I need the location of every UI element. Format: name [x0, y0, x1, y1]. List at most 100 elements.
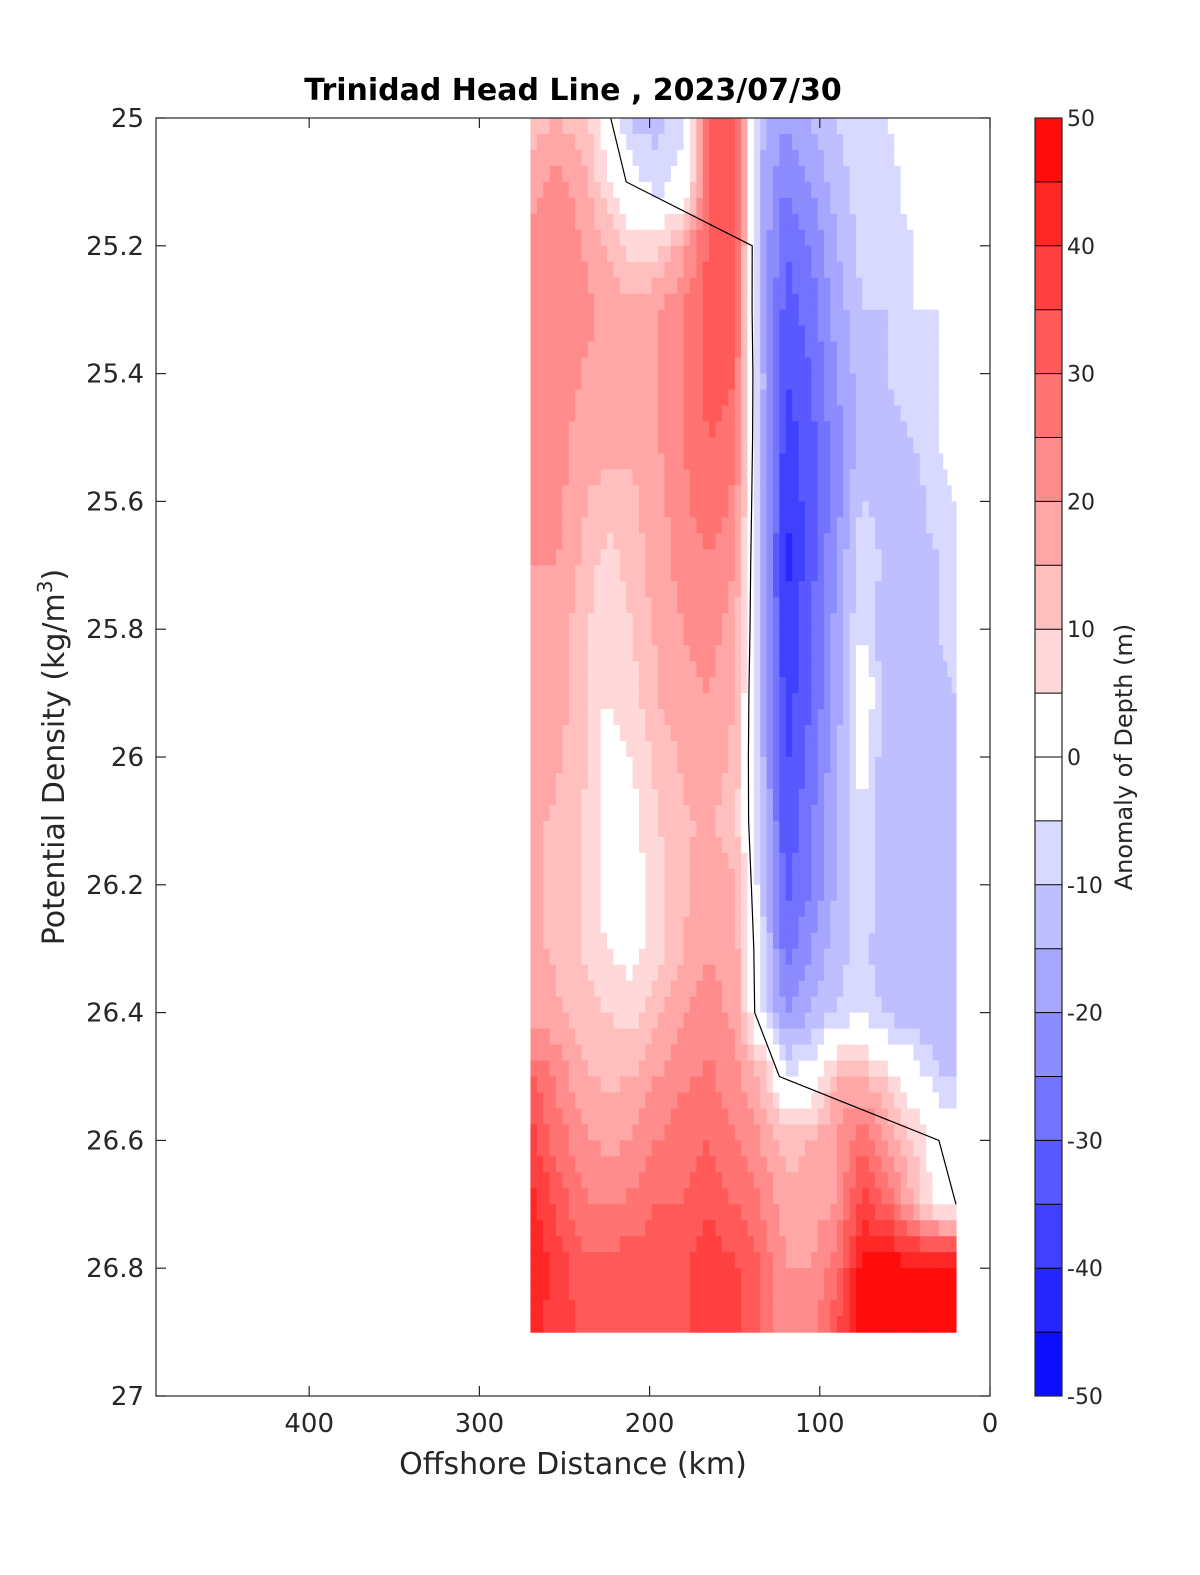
contour-cell: [932, 852, 940, 870]
contour-cell: [804, 469, 812, 487]
contour-cell: [887, 868, 895, 886]
contour-cell: [728, 469, 736, 487]
contour-cell: [658, 900, 666, 918]
contour-cell: [772, 820, 780, 838]
contour-cell: [607, 645, 615, 662]
contour-cell: [785, 597, 793, 614]
contour-cell: [632, 836, 640, 854]
contour-cell: [792, 245, 800, 263]
contour-cell: [575, 1284, 583, 1301]
contour-cell: [887, 1092, 895, 1110]
contour-cell: [836, 341, 844, 359]
contour-cell: [938, 916, 944, 934]
contour-cell: [907, 309, 915, 327]
contour-cell: [938, 709, 944, 726]
contour-cell: [728, 261, 736, 279]
contour-cell: [543, 868, 551, 886]
contour-cell: [741, 1012, 749, 1030]
contour-cell: [843, 916, 851, 934]
contour-cell: [932, 1124, 940, 1141]
contour-cell: [549, 693, 557, 710]
contour-cell: [638, 405, 646, 423]
contour-cell: [779, 725, 787, 742]
contour-cell: [741, 788, 749, 806]
contour-cell: [792, 581, 800, 598]
contour-cell: [836, 118, 844, 135]
contour-cell: [619, 277, 627, 295]
contour-cell: [862, 373, 870, 391]
contour-cell: [677, 1172, 685, 1189]
contour-cell: [632, 677, 640, 694]
contour-cell: [741, 421, 749, 439]
contour-cell: [626, 645, 634, 662]
contour-cell: [824, 1108, 832, 1126]
contour-cell: [855, 118, 863, 135]
contour-cell: [830, 1028, 838, 1046]
contour-cell: [670, 485, 678, 502]
contour-cell: [587, 757, 595, 774]
contour-cell: [721, 597, 729, 614]
contour-cell: [868, 852, 876, 870]
contour-cell: [658, 1204, 666, 1221]
contour-cell: [683, 804, 691, 822]
contour-cell: [938, 469, 944, 487]
contour-cell: [530, 1092, 538, 1110]
contour-cell: [785, 757, 793, 774]
contour-cell: [638, 996, 646, 1014]
contour-cell: [619, 900, 627, 918]
contour-cell: [626, 373, 634, 391]
contour-cell: [600, 1124, 608, 1141]
contour-cell: [619, 932, 627, 950]
contour-cell: [875, 1140, 883, 1157]
contour-cell: [715, 1060, 723, 1078]
contour-cell: [613, 549, 621, 566]
contour-cell: [772, 980, 780, 998]
contour-cell: [683, 964, 691, 982]
contour-cell: [875, 645, 883, 662]
contour-cell: [645, 852, 653, 870]
contour-cell: [594, 948, 602, 966]
contour-cell: [753, 277, 761, 295]
contour-cell: [887, 741, 895, 758]
contour-cell: [926, 932, 934, 950]
contour-cell: [938, 229, 944, 247]
contour-cell: [798, 677, 806, 694]
contour-cell: [804, 757, 812, 774]
contour-cell: [587, 1300, 595, 1317]
contour-cell: [887, 517, 895, 534]
contour-cell: [811, 357, 819, 375]
contour-cell: [658, 325, 666, 343]
contour-cell: [562, 1076, 570, 1094]
contour-cell: [817, 277, 825, 295]
contour-cell: [677, 1124, 685, 1141]
contour-cell: [581, 437, 589, 455]
contour-cell: [817, 804, 825, 822]
contour-cell: [830, 118, 838, 135]
contour-cell: [926, 725, 934, 742]
contour-cell: [683, 197, 691, 215]
contour-cell: [721, 1220, 729, 1237]
contour-cell: [555, 581, 563, 598]
contour-cell: [741, 645, 749, 662]
contour-cell: [619, 453, 627, 471]
contour-cell: [811, 565, 819, 582]
contour-cell: [568, 980, 576, 998]
contour-cell: [543, 357, 551, 375]
contour-cell: [947, 1220, 953, 1237]
contour-cell: [607, 149, 615, 167]
contour-cell: [600, 1188, 608, 1205]
contour-cell: [709, 1140, 717, 1157]
contour-cell: [887, 597, 895, 614]
contour-cell: [543, 836, 551, 854]
contour-cell: [715, 213, 723, 231]
contour-cell: [887, 165, 895, 183]
contour-cell: [619, 405, 627, 423]
contour-cell: [728, 725, 736, 742]
contour-cell: [638, 709, 646, 726]
contour-cell: [887, 996, 895, 1014]
contour-cell: [798, 485, 806, 502]
contour-cell: [587, 884, 595, 902]
contour-cell: [645, 1316, 653, 1333]
contour-cell: [913, 868, 921, 886]
contour-cell: [947, 309, 953, 327]
